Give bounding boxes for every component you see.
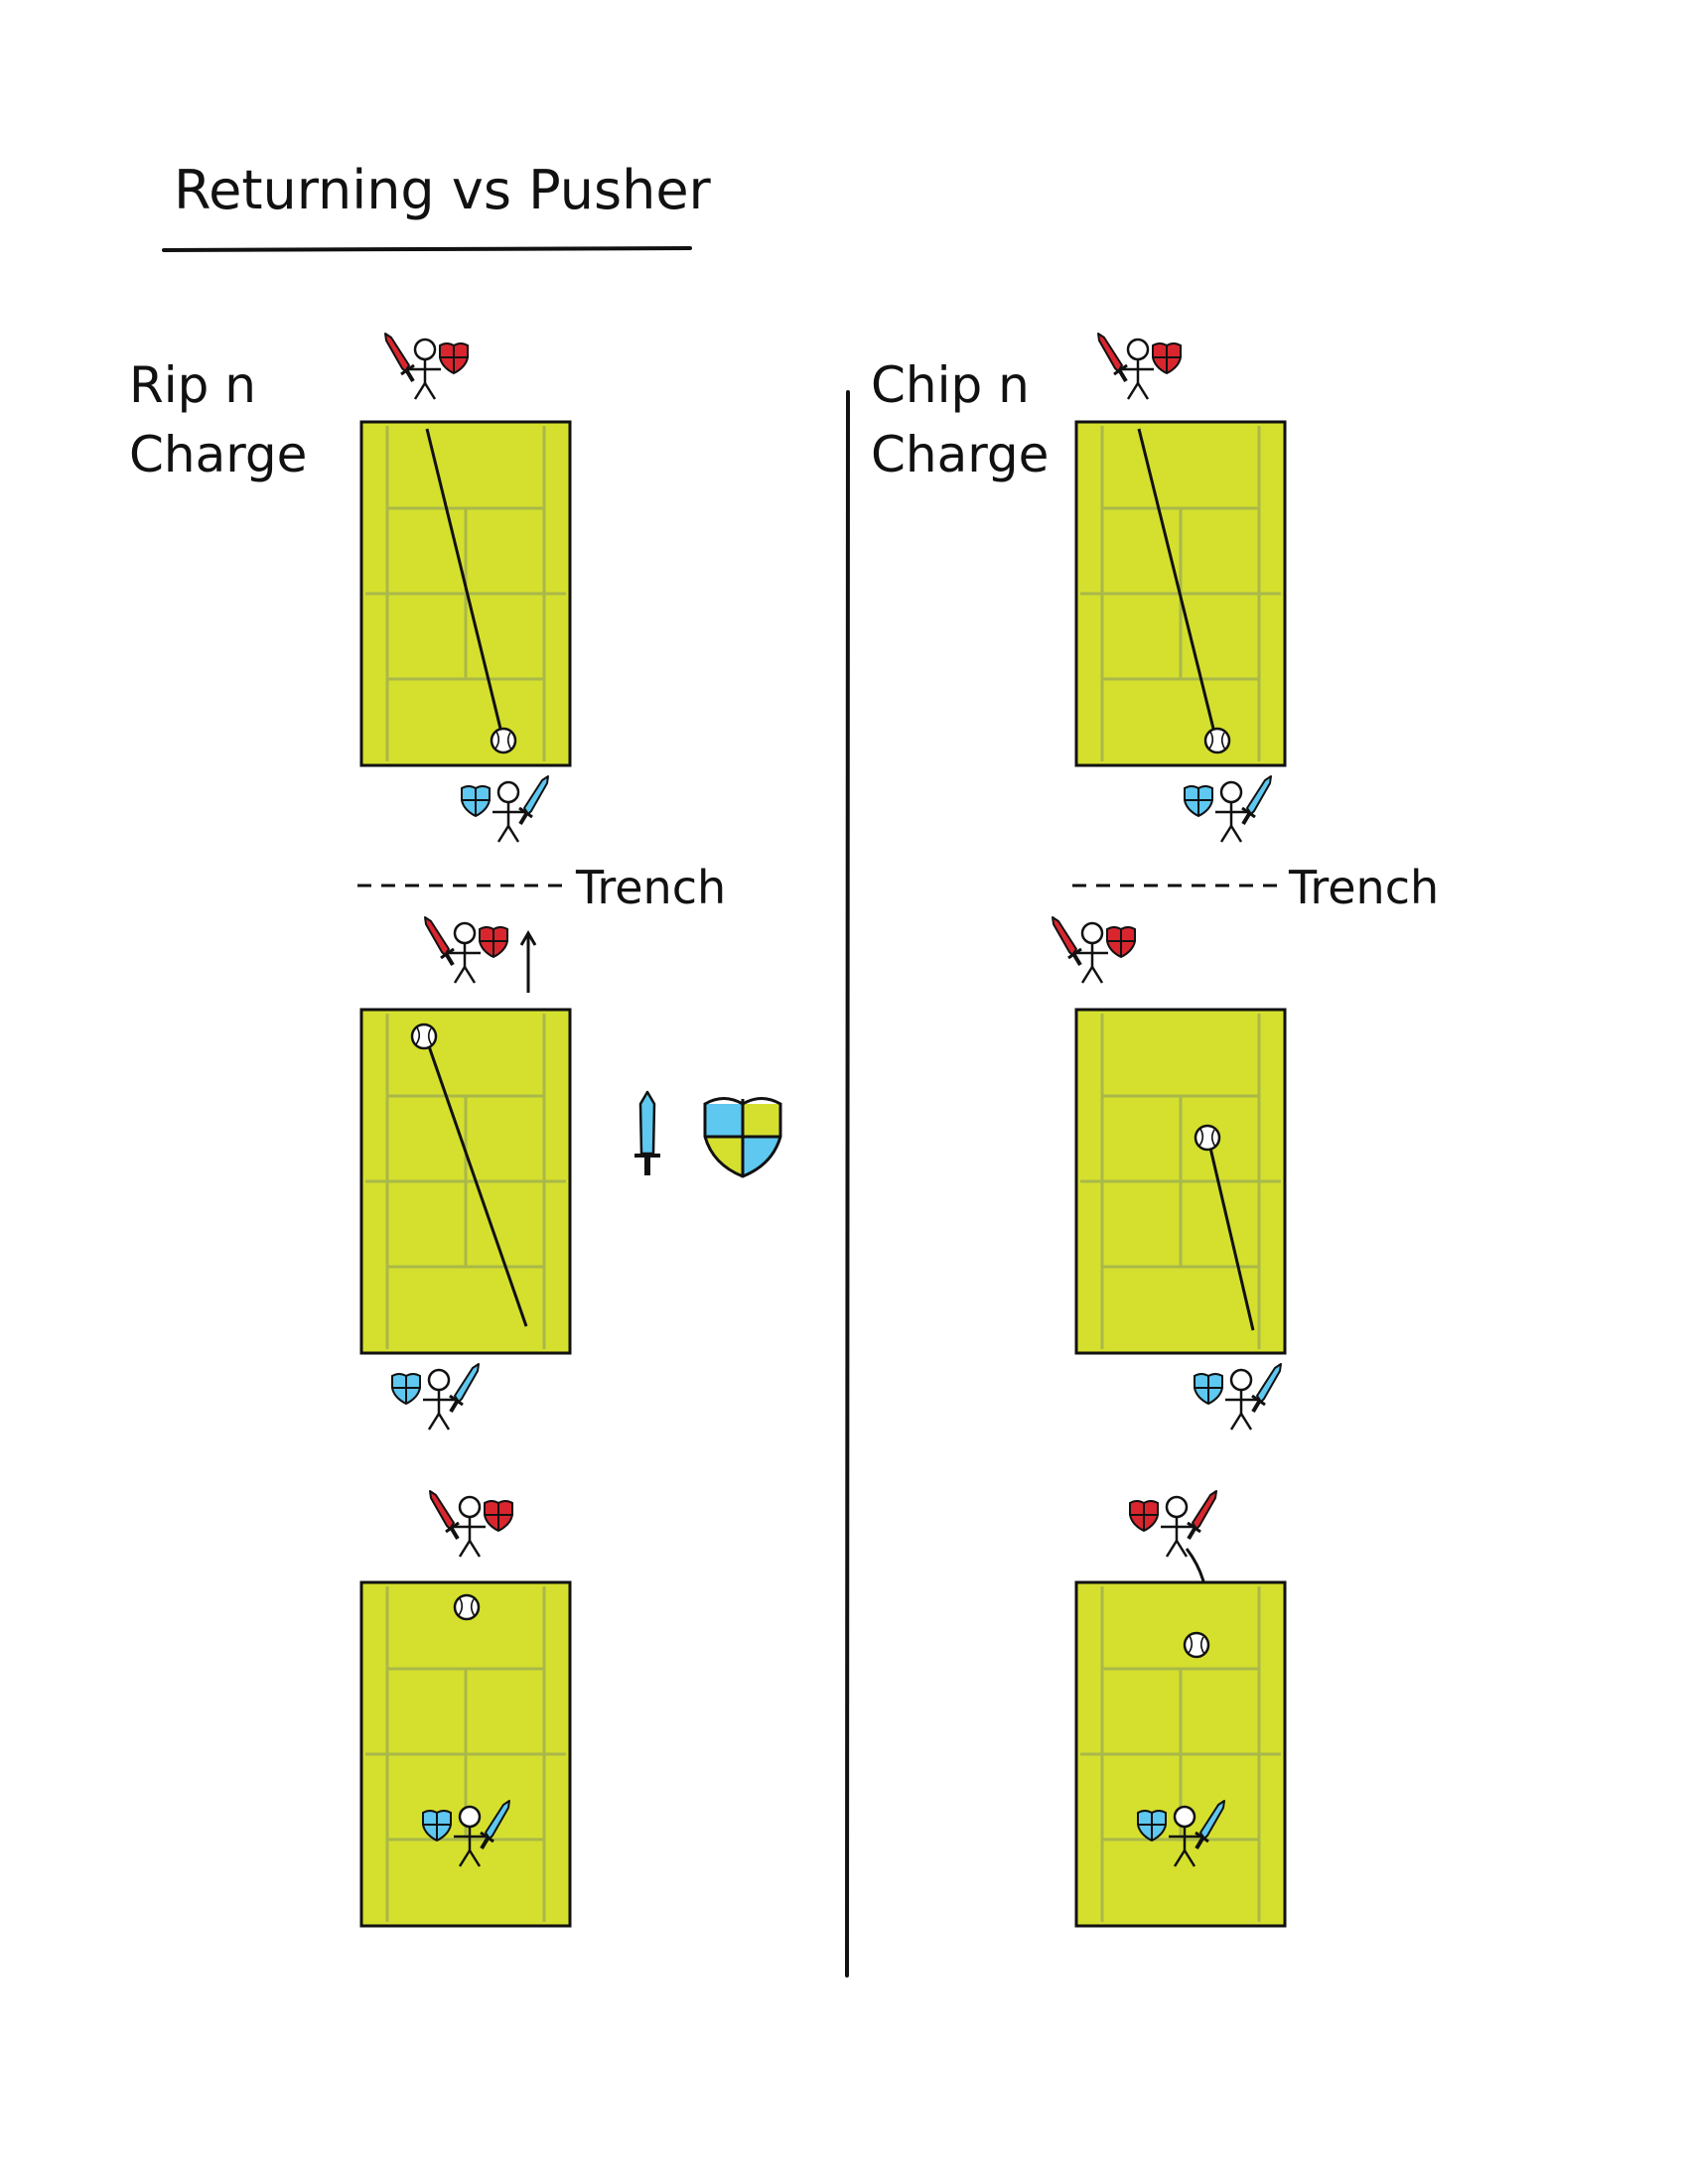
sword-icon [428,1489,461,1541]
opponent-figure [1051,915,1136,985]
tennis-court [1074,1008,1287,1355]
shield-icon [1184,785,1213,817]
opponent-figure [428,1489,513,1559]
opponent-figure [423,915,508,985]
shield-icon [1129,1500,1159,1532]
column-heading-chip: Chip n [871,356,1030,414]
shield-icon [1152,342,1182,374]
sword-icon [383,332,416,383]
sword-icon [448,1362,481,1414]
column-heading-chip-charge: Charge [871,426,1049,483]
sword-icon [517,774,550,826]
shield-icon [391,1373,421,1405]
shield-icon [1106,926,1136,958]
column-heading-rip-charge: Charge [129,426,307,483]
opponent-figure [383,332,469,401]
tennis-ball-icon [490,727,517,754]
shot-path [1207,1143,1255,1331]
sword-icon [634,1090,660,1175]
shot-path [425,428,503,734]
sword-icon [1096,332,1129,383]
opponent-figure [1129,1489,1218,1559]
shot-path [427,1045,528,1327]
shield-icon [484,1500,513,1532]
tennis-ball-icon [1203,727,1231,754]
column-divider [845,390,850,1978]
shield-icon [439,342,469,374]
tennis-ball-icon [1183,1631,1210,1659]
sword-icon [1186,1489,1218,1541]
trench-label: Trench [1288,861,1439,914]
shot-path [1137,428,1216,734]
page-title: Returning vs Pusher [174,159,712,221]
player-figure [1184,774,1273,844]
shield-icon [461,785,491,817]
sword-icon [1051,915,1083,967]
column-heading-rip: Rip n [129,356,256,414]
sword-icon [1240,774,1273,826]
tennis-ball-icon [410,1023,438,1050]
player-figure [1194,1362,1283,1432]
sword-icon [423,915,456,967]
tennis-court [1074,1580,1287,1928]
sword-icon [1250,1362,1283,1414]
trench-label: Trench [575,861,726,914]
tennis-ball-icon [1194,1124,1221,1152]
tennis-court [359,1008,572,1355]
player-figure [391,1362,481,1432]
tennis-ball-icon [453,1593,481,1621]
shield-icon [479,926,508,958]
quartered-shield-icon [703,1097,782,1178]
advance-arrow [519,930,537,993]
title-underline [162,246,692,252]
player-figure [461,774,550,844]
tennis-court [359,1580,572,1928]
tennis-court [359,420,572,767]
shield-icon [1194,1373,1223,1405]
opponent-figure [1096,332,1182,401]
